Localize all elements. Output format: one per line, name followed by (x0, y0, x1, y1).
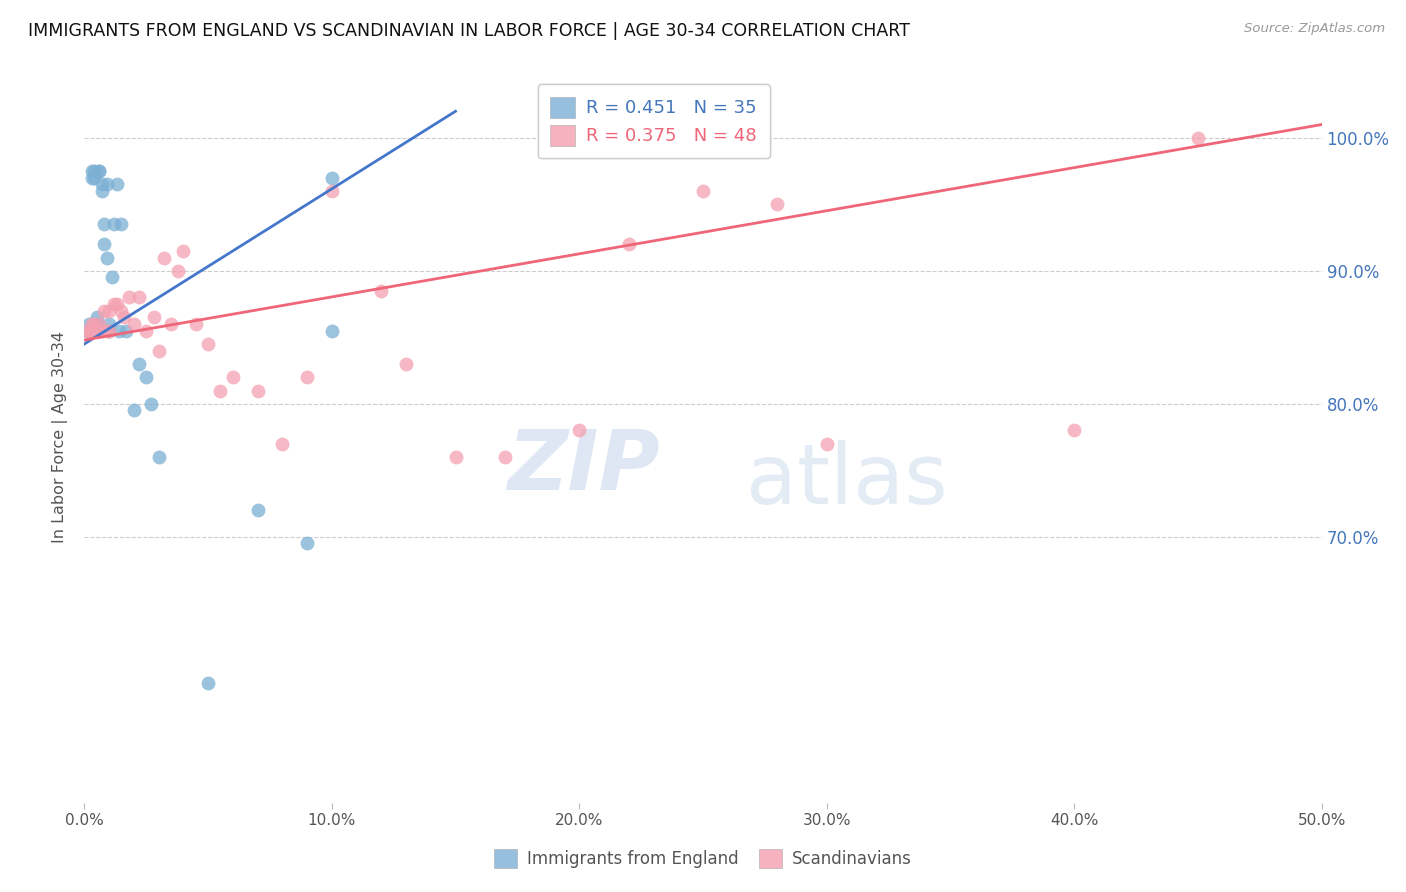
Point (89, 324, 111, 338)
Point (76, 324, 98, 338)
Point (80, 317, 103, 331)
Point (80, 164, 103, 178)
Legend: R = 0.451   N = 35, R = 0.375   N = 48: R = 0.451 N = 35, R = 0.375 N = 48 (537, 84, 769, 158)
Point (197, 676, 219, 690)
Point (141, 397, 163, 411)
Point (321, 184, 343, 198)
Point (93, 303, 115, 318)
Point (83, 164, 105, 178)
Point (148, 343, 170, 358)
Point (142, 310, 165, 325)
Point (766, 197, 789, 211)
Point (128, 357, 150, 371)
Point (295, 536, 318, 550)
Point (160, 317, 183, 331)
Point (370, 284, 392, 298)
Point (98, 317, 121, 331)
Point (83, 170, 105, 185)
Point (122, 317, 145, 331)
Text: ZIP: ZIP (508, 425, 659, 507)
Point (295, 370, 318, 384)
Point (89, 164, 111, 178)
Point (90, 178, 112, 192)
Point (135, 324, 157, 338)
Point (98, 324, 121, 338)
Point (246, 503, 269, 517)
Point (86, 317, 108, 331)
Point (395, 357, 418, 371)
Point (96, 324, 118, 338)
Point (184, 317, 207, 331)
Point (815, 436, 838, 450)
Point (172, 244, 194, 258)
Point (79, 317, 101, 331)
Point (321, 324, 343, 338)
Point (80, 324, 103, 338)
Point (692, 184, 714, 198)
Point (115, 324, 138, 338)
Point (110, 303, 132, 318)
Text: IMMIGRANTS FROM ENGLAND VS SCANDINAVIAN IN LABOR FORCE | AGE 30-34 CORRELATION C: IMMIGRANTS FROM ENGLAND VS SCANDINAVIAN … (28, 22, 910, 40)
Point (135, 370, 157, 384)
Point (105, 178, 128, 192)
Point (103, 217, 125, 231)
Point (105, 297, 128, 311)
Point (98, 303, 121, 318)
Point (271, 436, 294, 450)
Point (122, 403, 145, 417)
Point (1063, 424, 1085, 438)
Point (110, 217, 132, 231)
Point (148, 450, 170, 464)
Point (83, 324, 105, 338)
Y-axis label: In Labor Force | Age 30-34: In Labor Force | Age 30-34 (52, 331, 69, 543)
Point (93, 217, 115, 231)
Point (86, 324, 108, 338)
Text: atlas: atlas (747, 441, 948, 522)
Point (1187, 131, 1209, 145)
Point (76, 324, 98, 338)
Point (321, 170, 343, 185)
Point (100, 270, 122, 285)
Point (86, 324, 108, 338)
Point (86, 324, 108, 338)
Point (89, 317, 111, 331)
Point (86, 310, 108, 325)
Point (617, 237, 640, 252)
Point (90, 184, 112, 198)
Point (246, 384, 269, 398)
Point (90, 324, 112, 338)
Point (79, 324, 101, 338)
Point (112, 310, 135, 325)
Point (108, 324, 131, 338)
Point (128, 290, 150, 304)
Point (80, 170, 103, 185)
Point (89, 164, 111, 178)
Point (167, 264, 190, 278)
Point (103, 297, 125, 311)
Point (209, 384, 232, 398)
Point (93, 237, 115, 252)
Text: Source: ZipAtlas.com: Source: ZipAtlas.com (1244, 22, 1385, 36)
Point (494, 450, 516, 464)
Legend: Immigrants from England, Scandinavians: Immigrants from England, Scandinavians (488, 842, 918, 875)
Point (222, 370, 245, 384)
Point (98, 324, 121, 338)
Point (152, 251, 174, 265)
Point (83, 317, 105, 331)
Point (197, 337, 219, 351)
Point (444, 450, 467, 464)
Point (96, 178, 118, 192)
Point (96, 251, 118, 265)
Point (118, 290, 141, 304)
Point (568, 424, 591, 438)
